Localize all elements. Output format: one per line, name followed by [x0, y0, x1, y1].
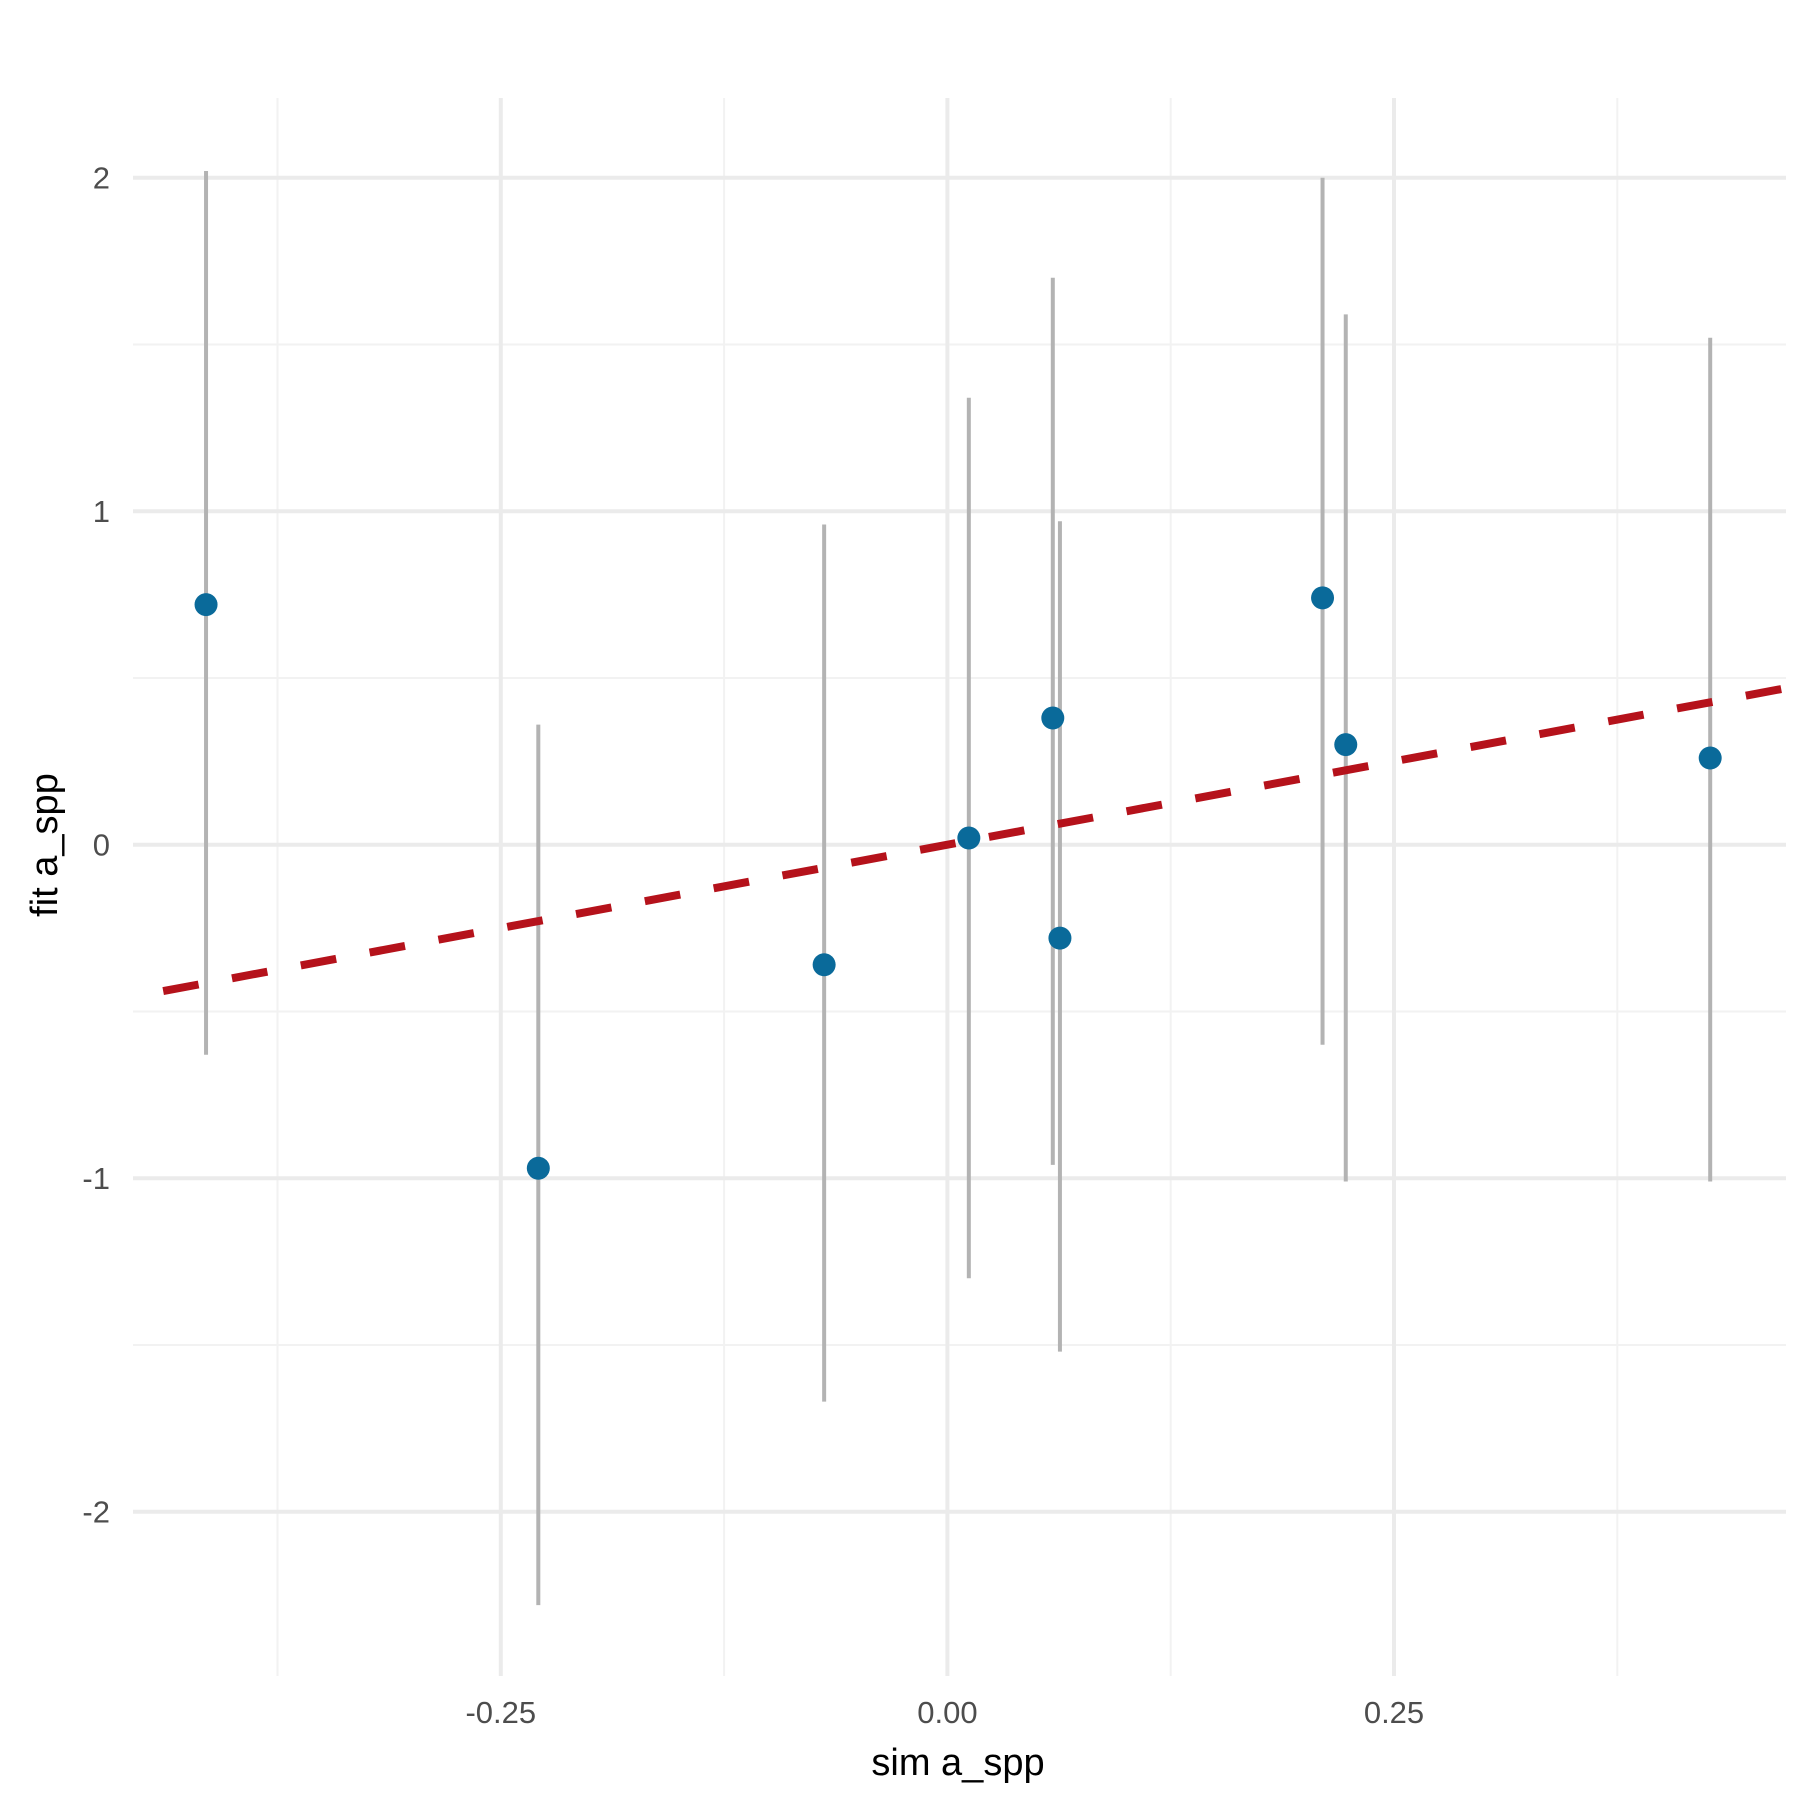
data-point [1334, 733, 1358, 757]
data-point [1698, 746, 1722, 770]
data-point [526, 1156, 550, 1180]
x-tick-label: -0.25 [465, 1695, 536, 1730]
x-tick-label: 0.00 [917, 1695, 977, 1730]
data-point [957, 826, 981, 850]
data-points [194, 586, 1722, 1180]
data-point [1311, 586, 1335, 610]
y-tick-label: -2 [82, 1495, 110, 1530]
data-point [1048, 926, 1072, 950]
x-tick-label: 0.25 [1364, 1695, 1424, 1730]
major-gridlines [133, 98, 1786, 1676]
y-tick-label: -1 [82, 1161, 110, 1196]
data-point [812, 953, 836, 977]
x-axis-tick-labels: -0.25 0.00 0.25 [465, 1695, 1424, 1730]
credible-intervals [204, 171, 1713, 1606]
y-tick-label: 1 [93, 494, 110, 529]
minor-gridlines [133, 98, 1786, 1676]
y-axis-tick-labels: -2 -1 0 1 2 [82, 161, 110, 1530]
x-axis-title: sim a_spp [871, 1742, 1044, 1784]
y-tick-label: 2 [93, 161, 110, 196]
y-tick-label: 0 [93, 828, 110, 863]
data-point [1041, 706, 1065, 730]
data-point [194, 593, 218, 617]
y-axis-title: fit a_spp [24, 773, 66, 917]
